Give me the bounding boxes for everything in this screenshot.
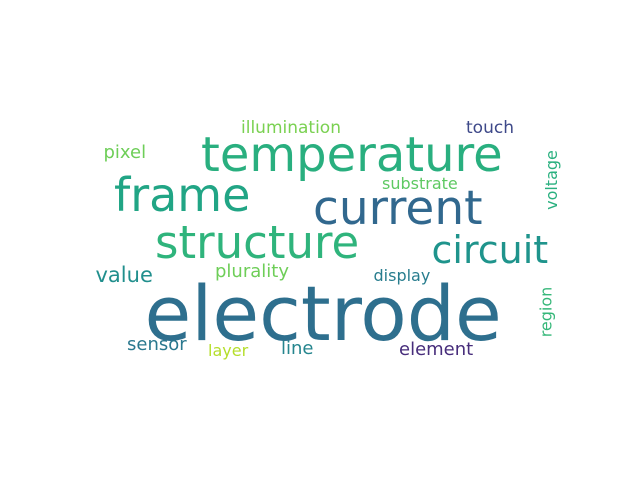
word-display: display (374, 268, 431, 284)
word-layer: layer (208, 343, 248, 359)
word-substrate: substrate (382, 176, 458, 192)
word-touch: touch (466, 120, 514, 137)
word-illumination: illumination (241, 120, 341, 137)
word-line: line (281, 340, 313, 358)
word-plurality: plurality (215, 263, 289, 281)
word-element: element (399, 341, 473, 359)
word-structure: structure (155, 220, 359, 265)
word-region: region (538, 287, 554, 338)
word-value: value (96, 265, 153, 286)
word-voltage: voltage (544, 150, 560, 210)
word-sensor: sensor (127, 336, 187, 354)
word-circuit: circuit (432, 231, 549, 269)
word-pixel: pixel (104, 144, 147, 162)
word-frame: frame (114, 172, 250, 218)
